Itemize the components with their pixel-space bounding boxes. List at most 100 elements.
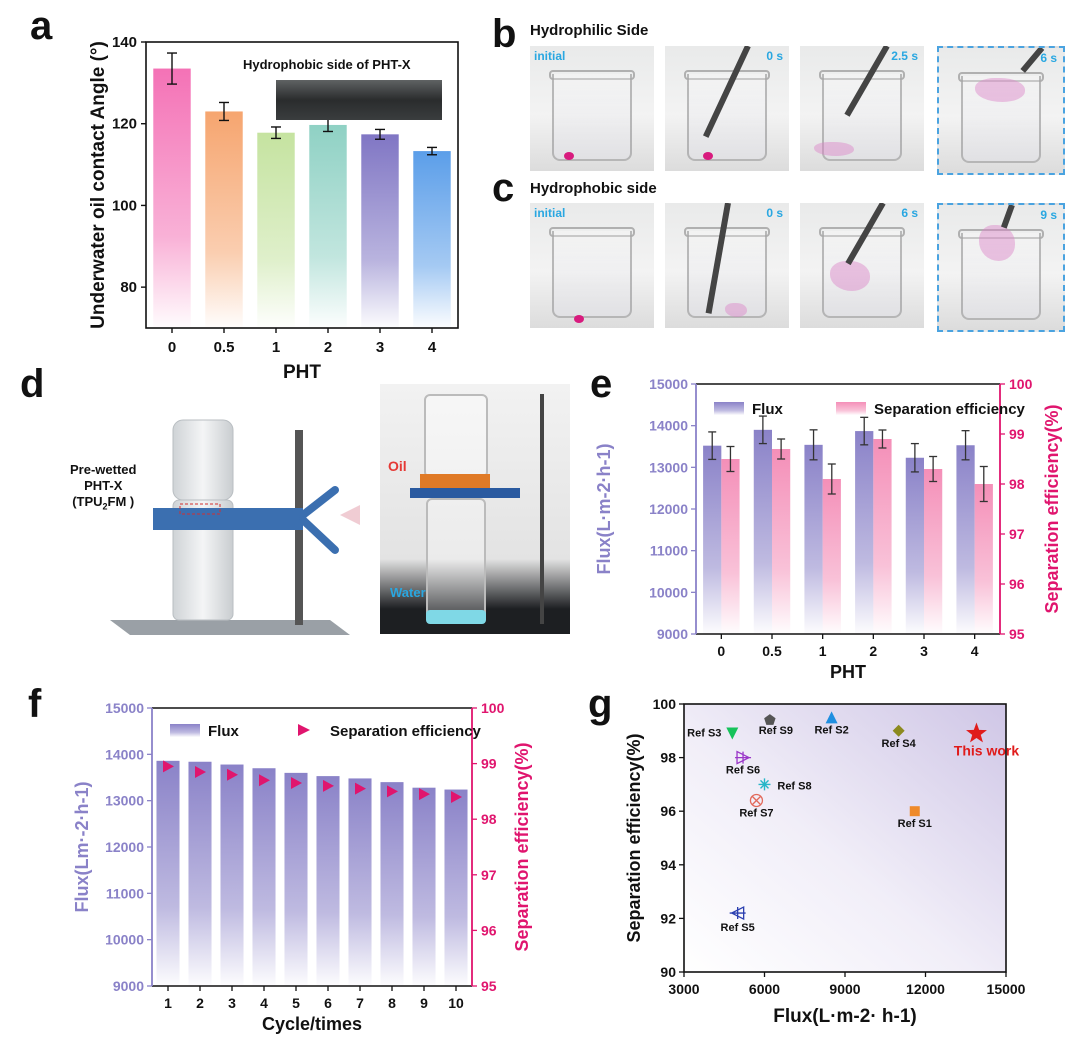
y-tick-label: 80 — [120, 279, 137, 296]
x-tick-label: 9 — [420, 995, 428, 1011]
efficiency-marker-8 — [387, 785, 398, 798]
separation-apparatus-illustration — [40, 400, 370, 640]
y-tick-label: 98 — [660, 750, 676, 766]
efficiency-marker-9 — [419, 788, 430, 801]
x-tick-label: 3 — [920, 643, 928, 659]
y-tick-label-right: 96 — [1009, 576, 1025, 592]
y-tick-label-left: 14000 — [649, 418, 688, 434]
flux-bar-3 — [905, 457, 924, 634]
panel-c-title: Hydrophobic side — [530, 180, 657, 197]
apparatus-photo — [380, 384, 570, 634]
efficiency-marker-6 — [323, 779, 334, 792]
inset-label: Hydrophobic side of PHT-X — [243, 57, 411, 72]
water-label: Water — [390, 585, 426, 600]
y-tick-label-right: 100 — [481, 700, 505, 716]
efficiency-bar-2 — [873, 439, 892, 634]
y-tick-label-right: 97 — [1009, 526, 1025, 542]
x-tick-label: 6000 — [749, 981, 780, 997]
x-tick-label: 10 — [448, 995, 464, 1011]
marker-ref-s7 — [749, 793, 764, 808]
row-c-photo-1: initial — [530, 203, 654, 328]
panel-label-e: e — [590, 362, 613, 406]
y-tick-label: 96 — [660, 803, 676, 819]
efficiency-marker-2 — [195, 765, 206, 778]
chart-f-cycles: 1 2 3 4 5 6 7 8 9 10 9000 10000 11000 12000 13000 14000… — [72, 700, 532, 1034]
flux-bar-7 — [348, 778, 372, 986]
legend-label-efficiency: Separation efficiency — [874, 401, 1026, 418]
x-tick-label: 4 — [971, 643, 979, 659]
chart-a-contact-angle: 0 0.5 1 2 3 4 80 100 120 140 PHT Underwater oil con… — [88, 34, 459, 380]
oil-label: Oil — [388, 458, 407, 474]
x-tick-label: 7 — [356, 995, 364, 1011]
x-tick-label: 4 — [260, 995, 268, 1011]
x-tick-label: 1 — [272, 339, 280, 356]
y-tick-label-left: 11000 — [106, 885, 144, 901]
plot-frame — [683, 703, 1007, 973]
flux-bar-4 — [956, 445, 975, 634]
x-tick-label: 4 — [428, 339, 437, 356]
flux-bar-0.5 — [753, 429, 772, 634]
flux-bar-10 — [444, 789, 468, 986]
legend-swatch-efficiency — [298, 724, 310, 736]
membrane-label: Pre-wetted PHT-X (TPU2FM ) — [70, 462, 136, 515]
x-tick-label: 0.5 — [762, 643, 782, 659]
x-tick-label: 0 — [168, 339, 176, 356]
y-tick-label-right: 99 — [1009, 426, 1025, 442]
x-tick-label: 12000 — [906, 981, 945, 997]
y-tick-label-right: 95 — [1009, 626, 1025, 642]
y-tick-label-left: 13000 — [649, 459, 688, 475]
legend-label-flux: Flux — [752, 401, 783, 418]
bar-pht-0 — [153, 68, 191, 329]
efficiency-bar-1 — [822, 479, 841, 634]
x-tick-label: 0.5 — [214, 339, 235, 356]
efficiency-bar-4 — [974, 484, 993, 634]
efficiency-bar-0 — [721, 459, 740, 634]
row-c-photo-3: 6 s — [800, 203, 924, 328]
y-tick-label: 92 — [660, 910, 676, 926]
y-tick-label-left: 10000 — [649, 584, 688, 600]
point-label: Ref S1 — [898, 818, 932, 830]
y-axis-label: Separation efficiency(%) — [624, 733, 644, 942]
panel-label-b: b — [492, 12, 517, 56]
x-axis-label: Flux(L·m-2· h-1) — [773, 1006, 917, 1027]
upper-cylinder — [172, 419, 234, 501]
marker-ref-s8 — [758, 778, 771, 791]
panel-label-c: c — [492, 166, 515, 210]
point-label: Ref S3 — [687, 727, 721, 739]
bar-pht-0.5 — [205, 111, 243, 328]
x-tick-label: 3 — [376, 339, 384, 356]
x-tick-label: 6 — [324, 995, 332, 1011]
flux-bar-2 — [188, 761, 212, 986]
flux-bar-2 — [855, 431, 874, 634]
legend-swatch-flux — [170, 724, 200, 737]
point-label: Ref S2 — [814, 724, 848, 736]
x-tick-label: 9000 — [829, 981, 860, 997]
y-tick-label: 100 — [653, 696, 677, 712]
y-tick-label-left: 13000 — [105, 793, 144, 809]
bar-pht-3 — [361, 134, 399, 328]
flux-bar-8 — [380, 782, 404, 986]
x-tick-label: 15000 — [987, 981, 1026, 997]
efficiency-marker-5 — [291, 777, 302, 790]
x-tick-label: 8 — [388, 995, 396, 1011]
bar-pht-4 — [413, 151, 451, 328]
point-label: This work — [954, 742, 1020, 758]
y-axis-label-left: Flux(Lm·-2·h-1) — [72, 782, 92, 913]
row-b-photo-1: initial — [530, 46, 654, 171]
legend-swatch-efficiency — [836, 402, 866, 415]
marker-ref-s1 — [909, 806, 920, 817]
y-tick-label-right: 99 — [481, 756, 497, 772]
bar-pht-2 — [309, 124, 347, 328]
flux-bar-9 — [412, 787, 436, 986]
time-label: 0 s — [766, 206, 783, 220]
marker-ref-s6 — [735, 750, 752, 765]
efficiency-marker-4 — [259, 774, 270, 787]
bar-pht-1 — [257, 132, 295, 328]
chart-e-flux-efficiency: 0 0.5 1 2 3 4 9000 10000 11000 12000 13000 14000 150… — [594, 376, 1062, 682]
efficiency-bar-0.5 — [772, 449, 791, 634]
y-tick-label: 94 — [660, 857, 676, 873]
y-axis-label-right: Separation efficiency(%) — [512, 742, 532, 951]
y-tick-label-left: 9000 — [113, 978, 144, 994]
y-tick-label-left: 14000 — [105, 746, 144, 762]
chart-g-comparison: Ref S3 Ref S9 Ref S2 Ref S4 This work Ref S6 R… — [624, 696, 1026, 1027]
